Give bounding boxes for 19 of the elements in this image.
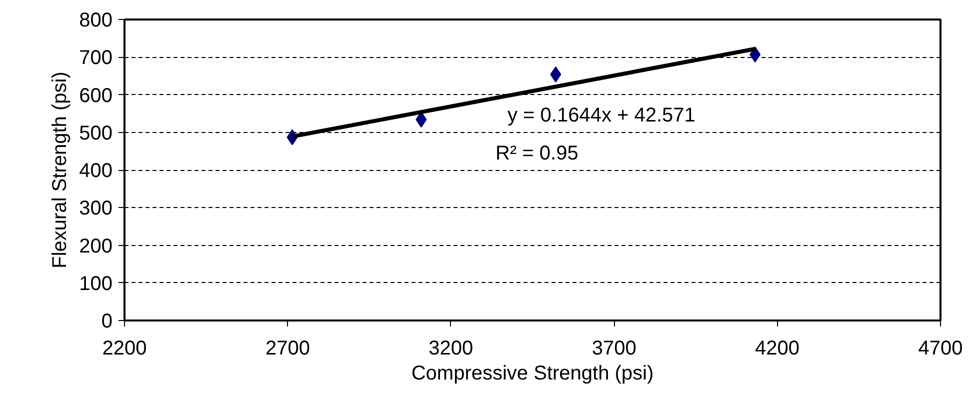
- y-tick-label: 300: [79, 198, 113, 220]
- x-tick-label: 2200: [102, 338, 147, 360]
- x-tick-label: 4200: [755, 338, 800, 360]
- y-tick-label: 600: [79, 84, 113, 107]
- y-axis-title: Flexural Strength (psi): [49, 72, 72, 268]
- y-tick-label: 100: [79, 272, 113, 295]
- y-tick-label: 200: [79, 235, 113, 258]
- y-tick-label: 800: [79, 10, 113, 32]
- annotation: y = 0.1644x + 42.571: [508, 104, 696, 126]
- x-tick-label: 4700: [918, 338, 963, 360]
- y-tick-label: 700: [79, 47, 113, 70]
- y-tick-label: 500: [79, 122, 113, 144]
- x-tick-label: 2700: [265, 338, 310, 360]
- x-tick-label: 3200: [428, 338, 474, 360]
- x-axis-title: Compressive Strength (psi): [411, 362, 654, 384]
- x-tick-label: 3700: [592, 338, 636, 360]
- annotation: R² = 0.95: [496, 142, 578, 164]
- y-tick-label: 0: [101, 310, 112, 332]
- y-tick-label: 400: [79, 160, 113, 182]
